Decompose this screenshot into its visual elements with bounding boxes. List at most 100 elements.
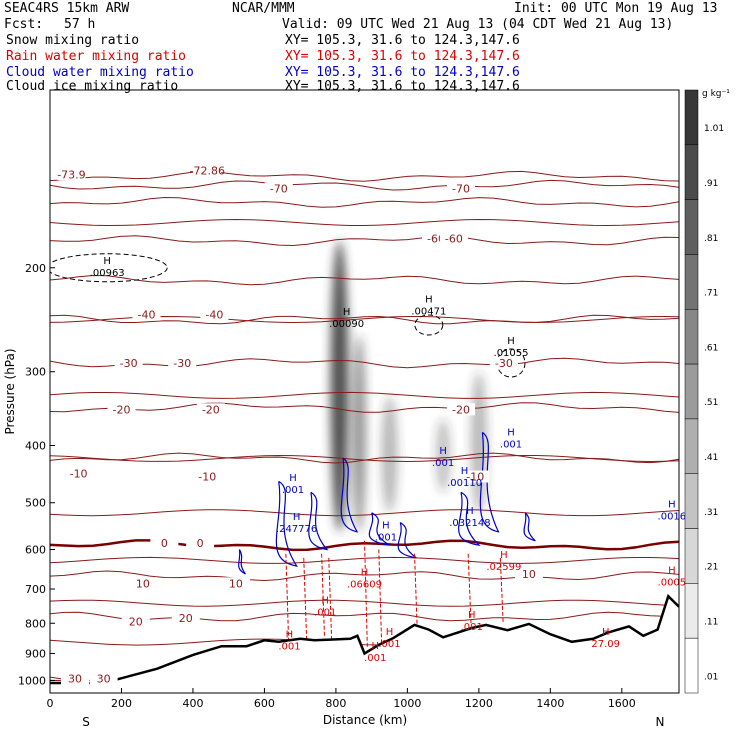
isotherm-label: -20 [112, 403, 130, 416]
isotherm-label: -10 [198, 471, 216, 484]
isotherm-label-bg [264, 182, 293, 195]
y-tick-label: 800 [25, 617, 46, 630]
colorbar-units: g kg⁻¹ [702, 89, 730, 99]
colorbar-label: .11 [704, 617, 718, 627]
colorbar-swatch [684, 363, 699, 420]
x-tick-label: 600 [254, 697, 275, 710]
y-tick-label: 400 [25, 440, 46, 453]
max-label-rain: .001 [378, 639, 400, 650]
isotherm-line [50, 179, 679, 191]
isotherm-line-minor [50, 218, 679, 227]
isotherm-line-minor [50, 454, 679, 463]
max-label-rain: .001 [461, 622, 483, 633]
max-label-rain: .001 [278, 642, 300, 653]
isotherm-line [50, 235, 679, 247]
x-tick-label: 1000 [393, 697, 421, 710]
isotherm-label-bg [193, 164, 222, 177]
terrain-line [50, 593, 679, 685]
isotherm-label-bg [107, 403, 136, 416]
isotherm-label: 0 [161, 537, 168, 550]
colorbar-swatch [684, 144, 699, 200]
isotherm-label: 30 [97, 672, 111, 685]
max-marker-rain: H [668, 565, 676, 576]
isotherm-line [50, 402, 679, 413]
max-marker-cloud: H [289, 473, 297, 484]
cloud-water-contour [523, 512, 536, 542]
max-label-cloud: .001 [282, 485, 304, 496]
isotherm-label-bg [121, 615, 150, 628]
colorbar-swatch [684, 309, 699, 365]
north-end-label: N [656, 715, 665, 729]
isotherm-label-bg [200, 308, 229, 321]
x-tick-label: 200 [111, 697, 132, 710]
x-tick-label: 800 [325, 697, 346, 710]
y-tick-label: 900 [25, 647, 46, 660]
isotherm-label: -30 [120, 357, 138, 370]
y-tick-label: 200 [25, 262, 46, 275]
y-tick-label: 600 [25, 543, 46, 556]
y-axis-label: Pressure (hPa) [3, 348, 17, 434]
cloud-water-contour [275, 480, 298, 567]
rain-contours [50, 253, 526, 648]
isotherm-label: -73.9 [57, 168, 85, 181]
max-marker-cloud: H [382, 521, 390, 532]
rain-contour [414, 553, 418, 635]
rain-contour [328, 557, 333, 639]
max-marker-snow: H [103, 256, 111, 267]
max-label-cloud: .001 [432, 458, 454, 469]
contour-labels-layer: -73.9 -72.86-70 -70-60 -60-40 -40-30 -30 -30-2… [57, 164, 687, 685]
isotherm-label: -20 [202, 403, 220, 416]
max-label-cloud: .0016 [658, 512, 687, 523]
snow-shade-column [470, 371, 487, 513]
max-marker-rain: H [361, 567, 369, 578]
plot-frame [49, 89, 680, 694]
isotherm-line-minor [50, 391, 679, 399]
rain-contour [378, 549, 383, 645]
max-marker-snow: H [343, 307, 351, 318]
colorbar-label: .71 [704, 289, 718, 299]
isotherm-label: -30 [495, 357, 513, 370]
max-label-snow: .00471 [411, 306, 446, 317]
max-label-rain: .001 [364, 653, 386, 664]
isotherm-label-bg [57, 168, 86, 181]
max-label-snow: .00963 [90, 268, 125, 279]
isotherm-label: -70 [270, 183, 288, 196]
cloud-water-contour [397, 521, 417, 559]
isotherm-line-minor [50, 599, 679, 607]
max-marker-rain: H [371, 641, 379, 652]
colorbar-label: .41 [704, 453, 718, 463]
isotherm-label-bg [193, 470, 222, 483]
cloud-water-contour [308, 491, 329, 551]
y-tick-label: 1000 [18, 674, 46, 687]
isotherm-label: 30 [68, 672, 82, 685]
colorbar-label: .91 [704, 179, 718, 189]
cloud-water-contour [238, 549, 246, 575]
cloud-ice-contour [50, 253, 168, 283]
isotherm-label: -72.86 [190, 165, 225, 178]
max-label-rain: .001 [314, 607, 336, 618]
rain-contour [467, 553, 472, 624]
colorbar-swatch [684, 473, 699, 529]
colorbar-swatch [684, 528, 699, 584]
x-tick-label: 0 [47, 697, 54, 710]
max-marker-cloud: H [293, 512, 301, 523]
snow-shade-column [330, 240, 349, 532]
field-name-cloud-water: Cloud water mixing ratio [6, 65, 194, 80]
isotherm-label-bg [128, 577, 157, 590]
isotherm-label: -10 [70, 468, 88, 481]
isotherm-line [50, 274, 679, 286]
colorbar-swatch [684, 254, 699, 310]
cloud-water-contour [458, 491, 481, 547]
x-axis-label: Distance (km) [323, 713, 407, 727]
isotherm-label-bg [168, 356, 197, 369]
max-marker-snow: H [507, 336, 515, 347]
colorbar-label: .31 [704, 508, 718, 518]
isotherm-label-bg [489, 356, 518, 369]
x-tick-label: 1400 [536, 697, 564, 710]
isotherm-label-bg [61, 672, 90, 685]
isotherm-label-bg [446, 403, 475, 416]
max-marker-rain: H [500, 550, 508, 561]
isotherm-label-bg [171, 612, 200, 625]
terrain-layer [50, 593, 679, 693]
colorbar: 1.01 .91 .81 .71 .61 .51 .41 .31 .21 .11 .01 g kg⁻¹ [684, 89, 730, 694]
